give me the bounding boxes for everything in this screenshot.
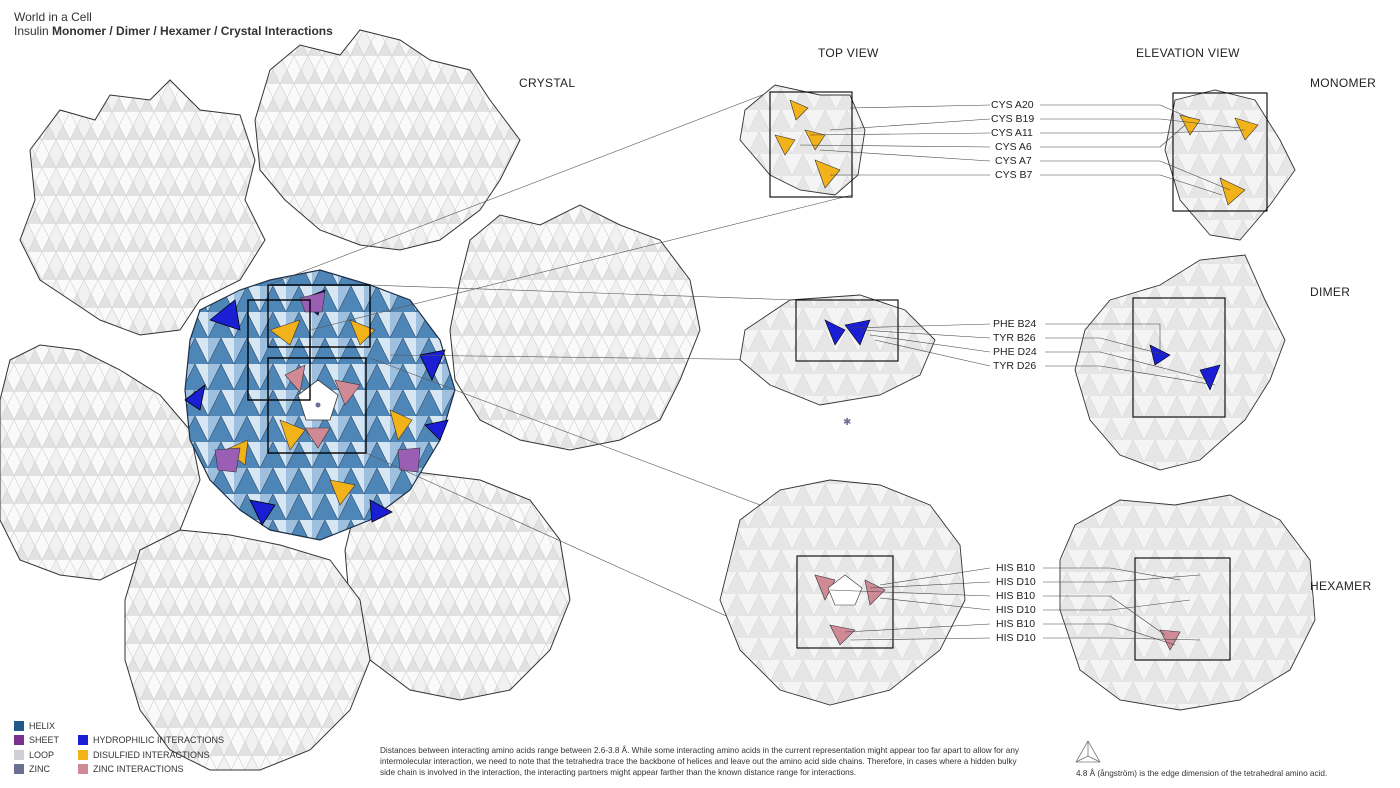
scale-note: 4.8 Å (ångström) is the edge dimension o… <box>1076 769 1328 778</box>
residue-label: HIS B10 <box>996 590 1036 602</box>
elevation-view-label: ELEVATION VIEW <box>1136 46 1240 60</box>
dimer-label: DIMER <box>1310 285 1351 299</box>
footnote: Distances between interacting amino acid… <box>380 746 1019 777</box>
residue-label: HIS D10 <box>996 604 1036 616</box>
page-title: World in a Cell <box>14 10 92 24</box>
hexamer-label: HEXAMER <box>1310 579 1372 593</box>
residue-label: CYS B19 <box>991 113 1035 125</box>
hexamer-blob <box>449 204 701 451</box>
legend-label: SHEET <box>29 735 60 745</box>
residue-label: PHE D24 <box>993 346 1037 358</box>
svg-text:✱: ✱ <box>843 417 851 428</box>
legend-zinc: ZINC <box>14 764 50 774</box>
residue-label: CYS B7 <box>995 169 1033 181</box>
central-hexamer <box>184 269 456 541</box>
residue-label: CYS A11 <box>991 127 1033 139</box>
hexamer-blob <box>124 529 371 771</box>
tetrahedron-scale-icon <box>1075 740 1101 763</box>
hexamer-blob <box>254 29 521 251</box>
monomer-top-view <box>739 84 866 198</box>
residue-label: CYS A6 <box>995 141 1032 153</box>
dimer-top-view: ✱ <box>739 294 936 428</box>
residue-label: CYS A7 <box>995 155 1032 167</box>
monomer-label: MONOMER <box>1310 76 1377 90</box>
label-leaders <box>799 104 1246 646</box>
helix-swatch <box>14 721 24 731</box>
legend-loop: LOOP <box>14 750 54 760</box>
hydrophilic-swatch <box>78 735 88 745</box>
legend-label: LOOP <box>29 750 55 760</box>
legend-disulfide: DISULFIED INTERACTIONS <box>78 750 210 760</box>
dimer-elevation-view <box>1074 254 1286 471</box>
legend-hydrophilic: HYDROPHILIC INTERACTIONS <box>78 735 224 745</box>
page-subtitle: Insulin Monomer / Dimer / Hexamer / Crys… <box>14 24 333 38</box>
disulfide-swatch <box>78 750 88 760</box>
legend-helix: HELIX <box>14 721 55 731</box>
residue-label: HIS D10 <box>996 632 1036 644</box>
crystal-label: CRYSTAL <box>519 76 576 90</box>
residue-label: HIS B10 <box>996 618 1036 630</box>
subtitle-prefix: Insulin <box>14 24 53 38</box>
zinc-swatch <box>14 764 24 774</box>
residue-label: PHE B24 <box>993 318 1037 330</box>
hexamer-elevation-view <box>1059 494 1316 711</box>
legend-label: DISULFIED INTERACTIONS <box>93 750 210 760</box>
residue-label: HIS D10 <box>996 576 1036 588</box>
hexamer-blob <box>19 79 266 336</box>
residue-label: TYR B26 <box>993 332 1036 344</box>
sheet-swatch <box>14 735 24 745</box>
legend-label: HYDROPHILIC INTERACTIONS <box>93 735 225 745</box>
residue-label: TYR D26 <box>993 360 1037 372</box>
zinc-interaction-swatch <box>78 764 88 774</box>
loop-swatch <box>14 750 24 760</box>
monomer-elevation-view <box>1164 89 1296 241</box>
hexamer-top-view <box>719 479 966 706</box>
top-view-label: TOP VIEW <box>818 46 879 60</box>
legend-zinc-interactions: ZINC INTERACTIONS <box>78 764 184 774</box>
crystal-hexamers <box>0 29 701 771</box>
subtitle-bold: Monomer / Dimer / Hexamer / Crystal Inte… <box>52 24 333 38</box>
legend-sheet: SHEET <box>14 735 59 745</box>
legend-label: ZINC <box>29 764 50 774</box>
residue-label: HIS B10 <box>996 562 1036 574</box>
residue-label: CYS A20 <box>991 99 1034 111</box>
legend-label: HELIX <box>29 721 56 731</box>
legend-label: ZINC INTERACTIONS <box>93 764 184 774</box>
